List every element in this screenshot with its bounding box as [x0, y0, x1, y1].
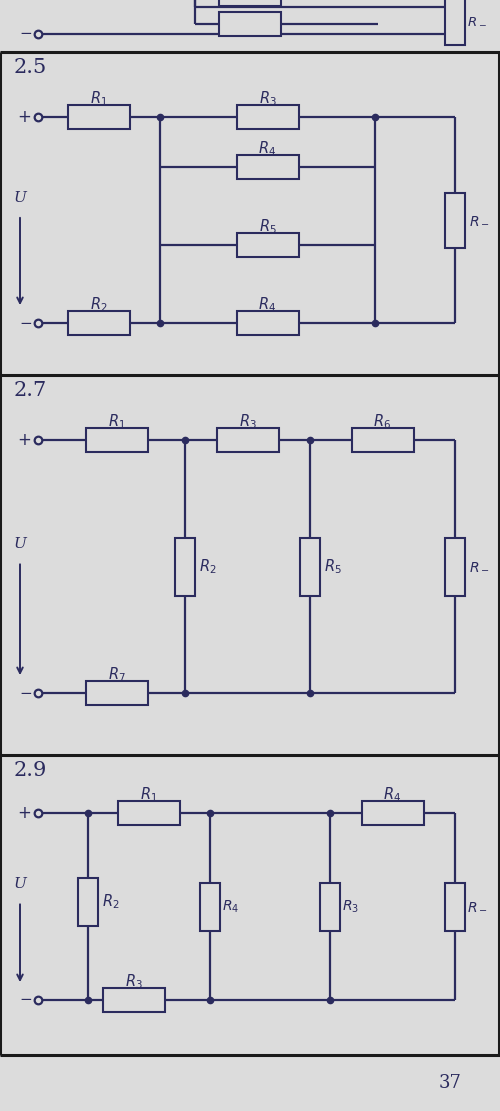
Bar: [362, 801, 424, 825]
Text: U: U: [14, 191, 26, 206]
Bar: [68, 311, 130, 336]
Text: 2.5: 2.5: [14, 58, 47, 77]
Text: $R_5$: $R_5$: [258, 218, 276, 237]
Text: 2.9: 2.9: [14, 761, 48, 780]
Text: −: −: [20, 316, 32, 330]
Bar: [300, 538, 320, 595]
Text: $R_4$: $R_4$: [258, 296, 276, 314]
Bar: [68, 106, 130, 129]
Text: $R_1$: $R_1$: [140, 785, 158, 804]
Text: $R_5$: $R_5$: [324, 557, 342, 575]
Text: $R_7$: $R_7$: [108, 665, 126, 684]
Bar: [445, 882, 465, 931]
Bar: [200, 882, 220, 931]
Text: −: −: [20, 992, 32, 1008]
Text: $R_-$: $R_-$: [467, 14, 487, 27]
Bar: [78, 878, 98, 925]
Bar: [236, 106, 298, 129]
Bar: [236, 233, 298, 257]
Text: $R_3$: $R_3$: [342, 899, 359, 914]
Text: +: +: [17, 804, 31, 822]
Bar: [219, 12, 281, 36]
Bar: [320, 882, 340, 931]
Text: $R_2$: $R_2$: [90, 296, 108, 314]
Bar: [445, 192, 465, 248]
Text: 37: 37: [438, 1074, 462, 1092]
Text: $R_3$: $R_3$: [258, 90, 276, 109]
Bar: [86, 681, 148, 705]
Text: $R_4$: $R_4$: [258, 140, 276, 159]
Text: 2.7: 2.7: [14, 381, 47, 400]
Text: $R_4$: $R_4$: [384, 785, 402, 804]
Text: $R_6$: $R_6$: [374, 412, 392, 431]
Bar: [236, 156, 298, 179]
Text: $R_1$: $R_1$: [108, 412, 126, 431]
Text: $R_3$: $R_3$: [125, 972, 143, 991]
Bar: [352, 428, 414, 452]
Bar: [86, 428, 148, 452]
Bar: [118, 801, 180, 825]
Text: $R_3$: $R_3$: [238, 412, 256, 431]
Text: $R_2$: $R_2$: [199, 557, 216, 575]
Bar: [445, 538, 465, 595]
Text: U: U: [14, 538, 26, 551]
Bar: [103, 988, 165, 1012]
Bar: [219, 0, 281, 6]
Text: $R_1$: $R_1$: [90, 90, 108, 109]
Text: $R_4$: $R_4$: [222, 899, 239, 914]
Bar: [445, 0, 465, 44]
Text: −: −: [20, 685, 32, 701]
Text: $R_-$: $R_-$: [469, 560, 490, 573]
Text: $R_2$: $R_2$: [102, 892, 120, 911]
Text: +: +: [17, 108, 31, 126]
Text: −: −: [20, 27, 32, 41]
Text: $R_-$: $R_-$: [467, 900, 487, 913]
Text: $R_-$: $R_-$: [469, 213, 490, 227]
Text: +: +: [17, 431, 31, 449]
Bar: [216, 428, 278, 452]
Bar: [236, 311, 298, 336]
Bar: [175, 538, 195, 595]
Text: U: U: [14, 878, 26, 891]
